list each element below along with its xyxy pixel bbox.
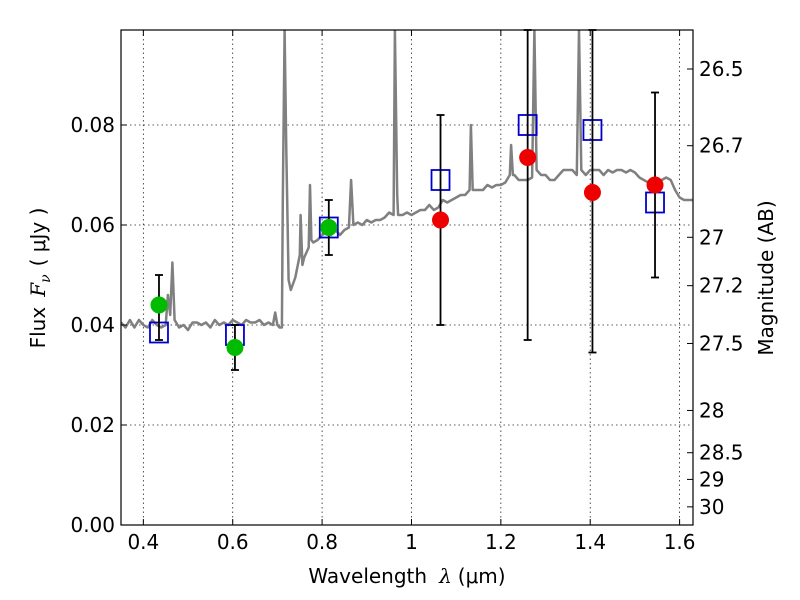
y-tick-label: 0.00 (70, 513, 115, 537)
mag-tick-label: 28 (699, 398, 724, 422)
observed-point (646, 176, 664, 194)
observed-point (519, 149, 537, 166)
y-tick-label: 0.04 (70, 313, 115, 337)
mag-tick-label: 26.5 (699, 57, 744, 81)
grid (121, 30, 693, 525)
y-tick-label: 0.08 (70, 113, 115, 137)
x-tick-label: 1.6 (664, 530, 696, 554)
x-tick-label: 0.6 (217, 530, 249, 554)
observed-point (150, 296, 168, 314)
ticks: 0.4 0.6 0.8 1 1.2 1.4 1.6 0.00 0.02 0.04 0.06 0.08 2… (70, 30, 744, 554)
marker-layer (149, 29, 665, 371)
plot-frame (120, 29, 694, 526)
y-tick-label: 0.02 (70, 413, 115, 437)
observed-point (432, 211, 450, 229)
mag-tick-label: 30 (699, 495, 724, 519)
observed-point (583, 184, 601, 201)
observed-point (226, 339, 244, 356)
x-axis-title: Wavelength λ (μm) (308, 564, 505, 588)
mag-tick-label: 27.5 (699, 331, 744, 355)
spectrum-line (121, 30, 693, 332)
x-tick-label: 0.4 (127, 530, 159, 554)
y-axis-title: FluxFν( μJy ) (26, 208, 54, 349)
mag-tick-label: 27 (699, 225, 724, 249)
x-tick-label: 0.8 (306, 530, 338, 554)
mag-tick-label: 26.7 (699, 134, 744, 158)
mag-tick-label: 29 (699, 467, 724, 491)
x-tick-label: 1 (405, 530, 418, 554)
mag-tick-label: 27.2 (699, 274, 744, 298)
spectrum-layer (121, 30, 693, 332)
y2-axis-title: Magnitude (AB) (754, 200, 778, 355)
x-tick-label: 1.4 (574, 530, 606, 554)
mag-tick-label: 28.5 (699, 441, 744, 465)
x-tick-label: 1.2 (485, 530, 517, 554)
y-tick-label: 0.06 (70, 213, 115, 237)
observed-point (320, 219, 338, 236)
